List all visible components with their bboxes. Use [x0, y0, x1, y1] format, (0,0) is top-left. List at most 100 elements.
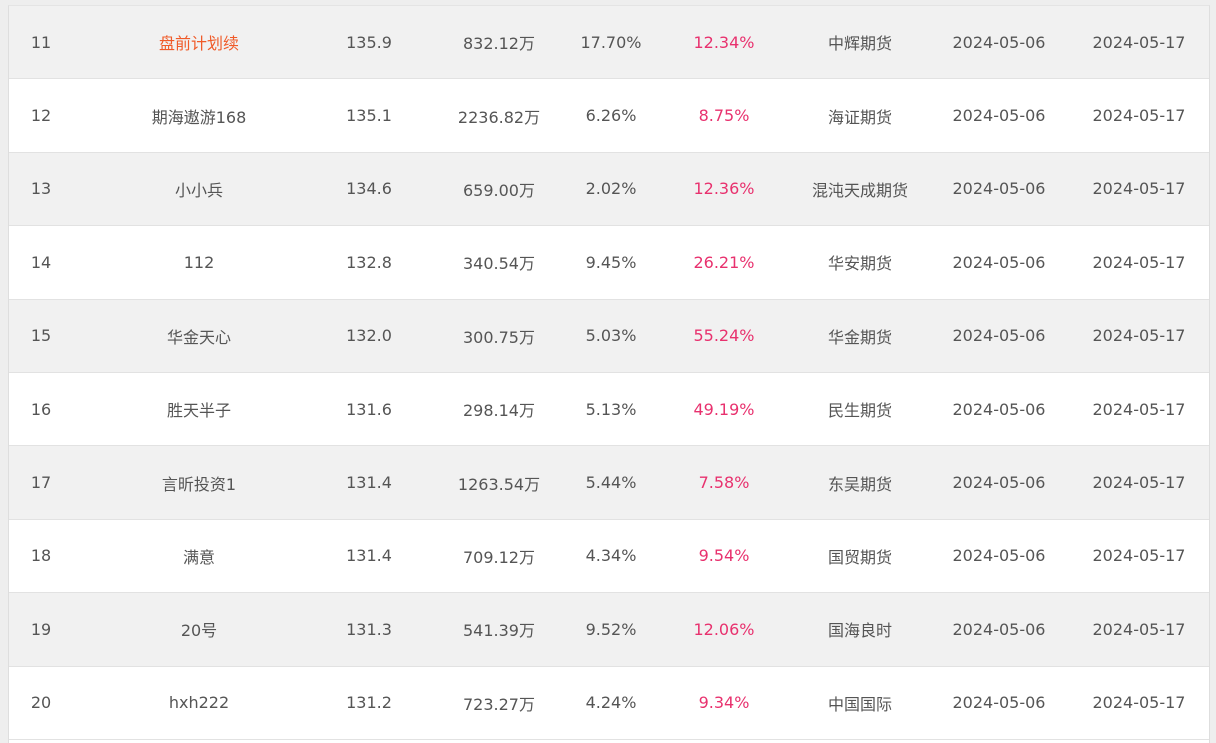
rank-cell: 17: [30, 473, 52, 493]
start-date-cell: 2024-05-06: [952, 399, 1046, 419]
equity-cell: 541.39万: [463, 621, 535, 641]
return-cell: 8.75%: [698, 106, 750, 126]
start-date-cell: 2024-05-06: [952, 32, 1046, 52]
drawdown-cell: 5.13%: [585, 399, 637, 419]
account-name-link[interactable]: 满意: [182, 547, 215, 567]
drawdown-cell: 5.44%: [585, 473, 637, 493]
table-row[interactable]: 20 hxh222 131.2 723.27万 4.24% 9.34% 中国国际…: [9, 666, 1209, 740]
rank-cell: 12: [30, 106, 52, 126]
end-date-cell: 2024-05-17: [1092, 326, 1186, 346]
account-name-link[interactable]: 20号: [180, 621, 218, 641]
rank-cell: 19: [30, 619, 52, 639]
rank-cell: 14: [30, 252, 52, 272]
rank-cell: 16: [30, 399, 52, 419]
end-date-cell: 2024-05-17: [1092, 473, 1186, 493]
start-date-cell: 2024-05-06: [952, 473, 1046, 493]
equity-cell: 832.12万: [463, 34, 535, 54]
broker-cell: 混沌天成期货: [811, 180, 908, 200]
end-date-cell: 2024-05-17: [1092, 179, 1186, 199]
start-date-cell: 2024-05-06: [952, 693, 1046, 713]
end-date-cell: 2024-05-17: [1092, 399, 1186, 419]
table-row[interactable]: 16 胜天半子 131.6 298.14万 5.13% 49.19% 民生期货 …: [9, 372, 1209, 447]
table-row[interactable]: 17 言昕投资1 131.4 1263.54万 5.44% 7.58% 东吴期货…: [9, 446, 1209, 520]
return-cell: 9.34%: [698, 693, 750, 713]
score-cell: 131.6: [346, 399, 392, 419]
score-cell: 132.8: [346, 252, 392, 272]
rank-cell: 13: [30, 179, 52, 199]
equity-cell: 709.12万: [463, 547, 535, 567]
broker-cell: 海证期货: [827, 107, 892, 127]
equity-cell: 300.75万: [463, 327, 535, 347]
start-date-cell: 2024-05-06: [952, 619, 1046, 639]
rank-cell: 11: [30, 32, 52, 52]
drawdown-cell: 2.02%: [585, 179, 637, 199]
table-row[interactable]: 18 满意 131.4 709.12万 4.34% 9.54% 国贸期货 202…: [9, 519, 1209, 594]
table-row[interactable]: 14 112 132.8 340.54万 9.45% 26.21% 华安期货 2…: [9, 226, 1209, 300]
equity-cell: 1263.54万: [457, 474, 541, 494]
start-date-cell: 2024-05-06: [952, 106, 1046, 126]
return-cell: 26.21%: [693, 252, 755, 272]
table-row[interactable]: 13 小小兵 134.6 659.00万 2.02% 12.36% 混沌天成期货…: [9, 152, 1209, 227]
account-name-link[interactable]: 小小兵: [174, 180, 223, 200]
return-cell: 49.19%: [693, 399, 755, 419]
broker-cell: 民生期货: [827, 401, 892, 421]
account-name-link[interactable]: 112: [183, 252, 215, 272]
broker-cell: 华金期货: [827, 327, 892, 347]
end-date-cell: 2024-05-17: [1092, 32, 1186, 52]
return-cell: 12.36%: [693, 179, 755, 199]
ranking-table: 11 盘前计划续 135.9 832.12万 17.70% 12.34% 中辉期…: [8, 5, 1210, 743]
broker-cell: 华安期货: [827, 254, 892, 274]
account-name-link[interactable]: 言昕投资1: [161, 474, 237, 494]
score-cell: 132.0: [346, 326, 392, 346]
end-date-cell: 2024-05-17: [1092, 546, 1186, 566]
score-cell: 135.9: [346, 32, 392, 52]
account-name-link[interactable]: 胜天半子: [166, 401, 231, 421]
rank-cell: 15: [30, 326, 52, 346]
broker-cell: 中辉期货: [827, 34, 892, 54]
start-date-cell: 2024-05-06: [952, 179, 1046, 199]
drawdown-cell: 4.34%: [585, 546, 637, 566]
equity-cell: 298.14万: [463, 401, 535, 421]
end-date-cell: 2024-05-17: [1092, 619, 1186, 639]
start-date-cell: 2024-05-06: [952, 252, 1046, 272]
start-date-cell: 2024-05-06: [952, 546, 1046, 566]
equity-cell: 340.54万: [463, 254, 535, 274]
drawdown-cell: 4.24%: [585, 693, 637, 713]
score-cell: 135.1: [346, 106, 392, 126]
drawdown-cell: 5.03%: [585, 326, 637, 346]
account-name-link[interactable]: 期海遨游168: [151, 107, 247, 127]
score-cell: 131.2: [346, 693, 392, 713]
return-cell: 12.34%: [693, 32, 755, 52]
return-cell: 55.24%: [693, 326, 755, 346]
table-row[interactable]: 12 期海遨游168 135.1 2236.82万 6.26% 8.75% 海证…: [9, 79, 1209, 153]
rank-cell: 18: [30, 546, 52, 566]
broker-cell: 东吴期货: [827, 474, 892, 494]
equity-cell: 723.27万: [463, 694, 535, 714]
return-cell: 12.06%: [693, 619, 755, 639]
drawdown-cell: 17.70%: [580, 32, 642, 52]
score-cell: 134.6: [346, 179, 392, 199]
table-row[interactable]: 19 20号 131.3 541.39万 9.52% 12.06% 国海良时 2…: [9, 593, 1209, 667]
account-name-link[interactable]: hxh222: [168, 693, 230, 713]
score-cell: 131.3: [346, 619, 392, 639]
account-name-link[interactable]: 华金天心: [166, 327, 231, 347]
return-cell: 7.58%: [698, 473, 750, 493]
score-cell: 131.4: [346, 546, 392, 566]
return-cell: 9.54%: [698, 546, 750, 566]
score-cell: 131.4: [346, 473, 392, 493]
broker-cell: 国贸期货: [827, 547, 892, 567]
broker-cell: 中国国际: [827, 694, 892, 714]
equity-cell: 659.00万: [463, 180, 535, 200]
drawdown-cell: 9.52%: [585, 619, 637, 639]
table-row[interactable]: 11 盘前计划续 135.9 832.12万 17.70% 12.34% 中辉期…: [9, 6, 1209, 80]
account-name-link[interactable]: 盘前计划续: [158, 34, 239, 54]
broker-cell: 国海良时: [827, 621, 892, 641]
equity-cell: 2236.82万: [457, 107, 541, 127]
drawdown-cell: 6.26%: [585, 106, 637, 126]
end-date-cell: 2024-05-17: [1092, 106, 1186, 126]
start-date-cell: 2024-05-06: [952, 326, 1046, 346]
rank-cell: 20: [30, 693, 52, 713]
table-row[interactable]: 15 华金天心 132.0 300.75万 5.03% 55.24% 华金期货 …: [9, 299, 1209, 373]
end-date-cell: 2024-05-17: [1092, 252, 1186, 272]
drawdown-cell: 9.45%: [585, 252, 637, 272]
